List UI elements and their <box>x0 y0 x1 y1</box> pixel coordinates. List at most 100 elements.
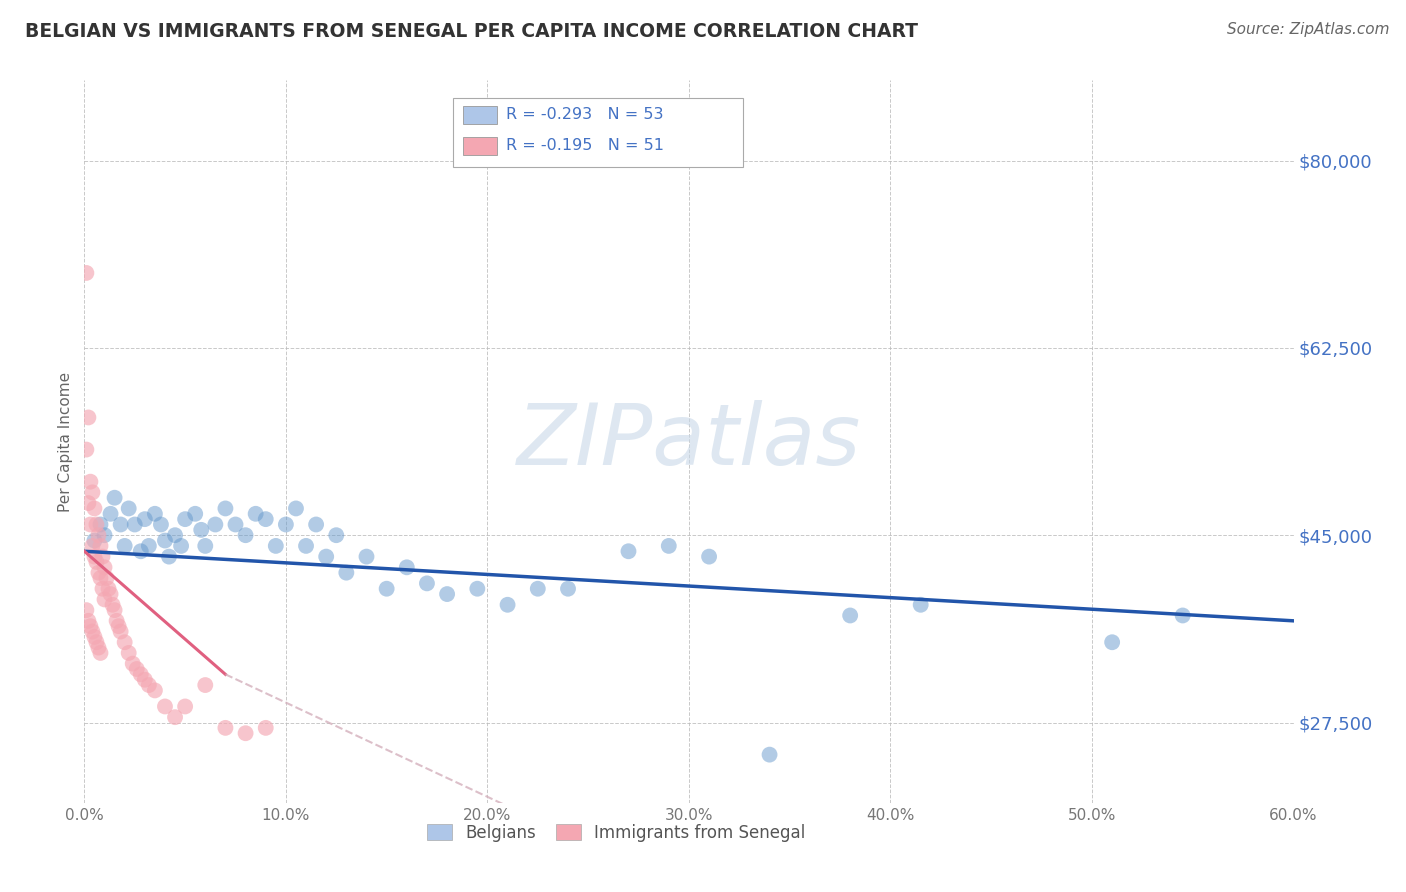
Point <box>87 640 110 655</box>
Point <box>77 410 100 425</box>
FancyBboxPatch shape <box>463 105 496 124</box>
Point <box>87 528 110 542</box>
Point <box>129 544 152 558</box>
Point <box>129 667 152 681</box>
Point <box>75 603 97 617</box>
Point <box>617 544 640 558</box>
Point <box>245 507 267 521</box>
Point <box>104 491 127 505</box>
Point <box>170 539 193 553</box>
Point <box>79 517 101 532</box>
Point <box>134 673 156 687</box>
Point <box>697 549 720 564</box>
Point <box>174 512 197 526</box>
Point <box>214 501 236 516</box>
Point <box>82 539 104 553</box>
Point <box>125 662 148 676</box>
Point <box>496 598 519 612</box>
Point <box>467 582 489 596</box>
Point <box>194 678 217 692</box>
Point <box>100 587 122 601</box>
Point <box>204 517 226 532</box>
Legend: Belgians, Immigrants from Senegal: Belgians, Immigrants from Senegal <box>420 817 813 848</box>
Point <box>82 485 104 500</box>
Point <box>93 592 115 607</box>
Text: BELGIAN VS IMMIGRANTS FROM SENEGAL PER CAPITA INCOME CORRELATION CHART: BELGIAN VS IMMIGRANTS FROM SENEGAL PER C… <box>25 22 918 41</box>
Point <box>225 517 247 532</box>
Point <box>89 517 111 532</box>
Point <box>395 560 418 574</box>
Point <box>82 624 104 639</box>
Point <box>87 566 110 580</box>
Point <box>143 683 166 698</box>
Point <box>110 624 132 639</box>
Point <box>839 608 862 623</box>
Point <box>254 721 277 735</box>
FancyBboxPatch shape <box>453 98 744 167</box>
Point <box>118 501 141 516</box>
Point <box>184 507 207 521</box>
Point <box>93 528 115 542</box>
Point <box>104 603 127 617</box>
Point <box>190 523 212 537</box>
Point <box>105 614 128 628</box>
Point <box>153 699 176 714</box>
Point <box>89 571 111 585</box>
Text: Source: ZipAtlas.com: Source: ZipAtlas.com <box>1226 22 1389 37</box>
Point <box>325 528 347 542</box>
Point <box>527 582 550 596</box>
Point <box>1171 608 1194 623</box>
Point <box>86 517 108 532</box>
Point <box>557 582 579 596</box>
Text: ZIPatlas: ZIPatlas <box>517 400 860 483</box>
Point <box>107 619 129 633</box>
Point <box>96 571 118 585</box>
Point <box>315 549 337 564</box>
Point <box>100 507 122 521</box>
Text: R = -0.293   N = 53: R = -0.293 N = 53 <box>506 107 664 121</box>
Point <box>114 635 136 649</box>
Point <box>285 501 308 516</box>
Point <box>101 598 124 612</box>
Point <box>138 678 160 692</box>
Point <box>153 533 176 548</box>
Point <box>83 549 105 564</box>
Point <box>254 512 277 526</box>
Point <box>436 587 458 601</box>
Point <box>79 619 101 633</box>
Point <box>77 496 100 510</box>
Point <box>165 710 187 724</box>
Point <box>110 517 132 532</box>
Point <box>335 566 357 580</box>
Point <box>149 517 172 532</box>
Point <box>910 598 932 612</box>
Point <box>143 507 166 521</box>
Point <box>114 539 136 553</box>
Point <box>174 699 197 714</box>
Point <box>235 726 257 740</box>
Point <box>138 539 160 553</box>
Point <box>305 517 328 532</box>
Point <box>416 576 439 591</box>
Point <box>83 533 105 548</box>
Point <box>658 539 681 553</box>
Point <box>86 555 108 569</box>
Point <box>165 528 187 542</box>
Point <box>75 266 97 280</box>
Point <box>235 528 257 542</box>
Point <box>83 630 105 644</box>
Y-axis label: Per Capita Income: Per Capita Income <box>58 371 73 512</box>
Point <box>93 560 115 574</box>
Point <box>77 614 100 628</box>
Point <box>356 549 378 564</box>
Point <box>91 582 114 596</box>
Point <box>274 517 297 532</box>
Point <box>86 635 108 649</box>
Point <box>295 539 318 553</box>
FancyBboxPatch shape <box>463 136 496 155</box>
Point <box>134 512 156 526</box>
Point <box>194 539 217 553</box>
Text: R = -0.195   N = 51: R = -0.195 N = 51 <box>506 137 665 153</box>
Point <box>214 721 236 735</box>
Point <box>79 475 101 489</box>
